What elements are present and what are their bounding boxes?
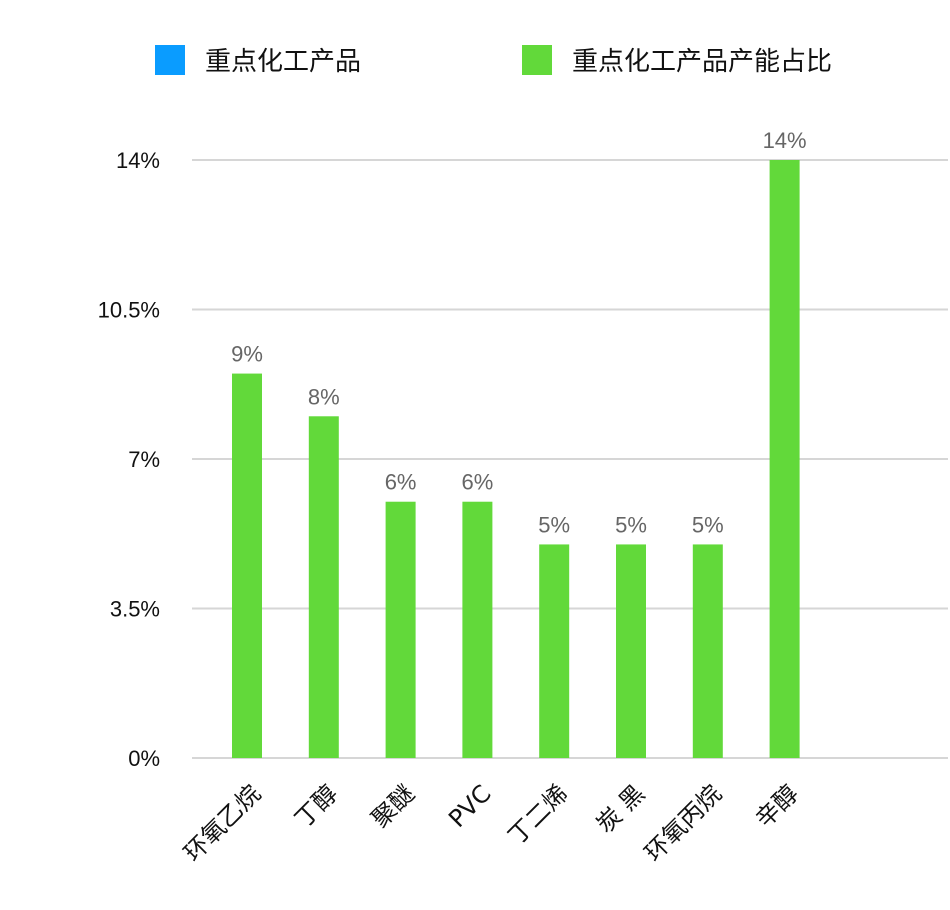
data-label: 6% <box>385 470 417 495</box>
bar <box>232 373 262 758</box>
legend-label-2: 重点化工产品产能占比 <box>572 47 832 77</box>
x-tick-label: 辛醇 <box>750 779 804 833</box>
bar <box>385 501 416 758</box>
data-label: 5% <box>692 512 724 537</box>
y-tick-label: 0% <box>128 746 160 771</box>
x-tick-label: 环氧乙烷 <box>179 779 267 867</box>
legend-swatch-2 <box>522 45 552 75</box>
x-tick-label: 丁二烯 <box>503 779 574 850</box>
legend-swatch-1 <box>155 45 185 75</box>
bar <box>308 416 339 758</box>
data-label: 14% <box>763 128 807 153</box>
bar <box>692 544 723 758</box>
gridlines <box>192 159 948 759</box>
x-axis: 环氧乙烷 丁醇 聚醚 PVC 丁二烯炭 黑环氧丙烷 辛醇 <box>179 779 804 867</box>
y-tick-label: 3.5% <box>110 597 160 622</box>
legend-item-1: 重点化工产品 <box>155 45 361 77</box>
x-tick-label: 丁醇 <box>289 779 343 833</box>
legend-item-2: 重点化工产品产能占比 <box>522 45 832 77</box>
x-tick-label: PVC <box>443 779 496 832</box>
legend: 重点化工产品 重点化工产品产能占比 <box>155 45 832 77</box>
y-axis: 0% 3.5% 7% 10.5% 14% <box>98 148 160 771</box>
data-label: 6% <box>462 470 494 495</box>
data-label: 8% <box>308 384 340 409</box>
bar <box>539 544 570 758</box>
bar <box>616 544 646 758</box>
data-label: 5% <box>615 512 647 537</box>
bars <box>232 160 800 758</box>
y-tick-label: 7% <box>128 447 160 472</box>
bar <box>462 501 493 758</box>
x-tick-label: 环氧丙烷 <box>639 779 727 867</box>
y-tick-label: 14% <box>116 148 160 173</box>
legend-label-1: 重点化工产品 <box>205 47 361 77</box>
y-tick-label: 10.5% <box>98 298 160 323</box>
x-tick-label: 炭 黑 <box>591 779 650 838</box>
data-label: 5% <box>538 512 570 537</box>
x-tick-label: 聚醚 <box>366 779 420 833</box>
data-labels: 9% 8% 6% 6% 5% 5% 5% 14% <box>231 128 807 537</box>
data-label: 9% <box>231 342 263 367</box>
bar <box>769 160 800 758</box>
